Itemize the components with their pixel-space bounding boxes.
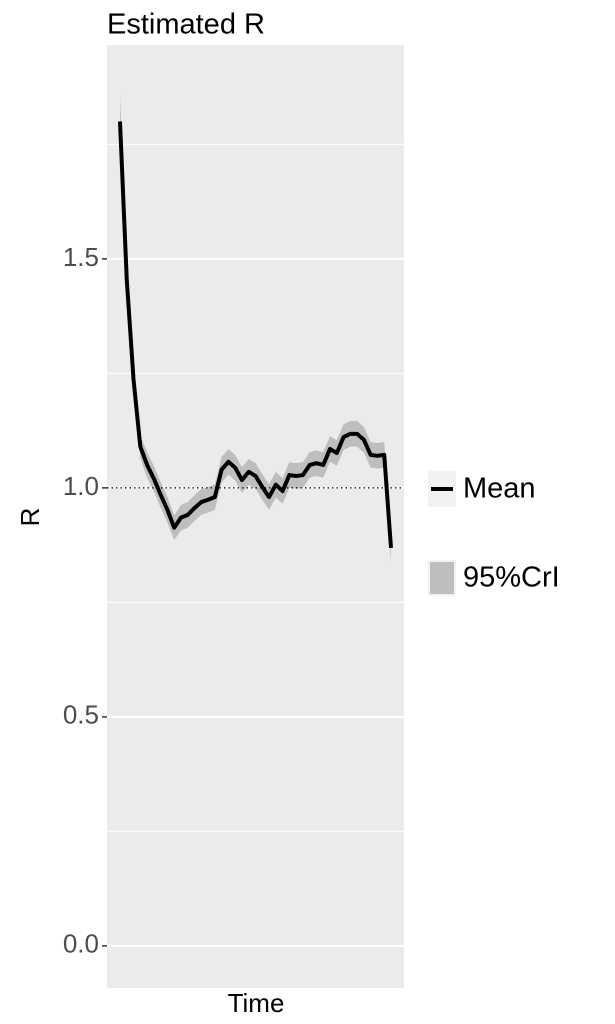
panel bbox=[107, 45, 404, 988]
y-tick-label: 0.0 bbox=[63, 929, 99, 959]
legend-label: Mean bbox=[463, 473, 536, 505]
mean-line bbox=[118, 121, 393, 549]
y-tick-label: 1.5 bbox=[63, 242, 99, 272]
y-tick-label: 0.5 bbox=[63, 700, 99, 730]
ribbon bbox=[120, 94, 391, 562]
legend-label: 95%CrI bbox=[463, 562, 560, 594]
y-tick-label: 1.0 bbox=[63, 471, 99, 501]
legend-key bbox=[430, 562, 454, 594]
y-axis-label: R bbox=[15, 508, 45, 527]
chart-title: Estimated R bbox=[107, 9, 265, 41]
x-axis-label: Time bbox=[228, 988, 285, 1018]
